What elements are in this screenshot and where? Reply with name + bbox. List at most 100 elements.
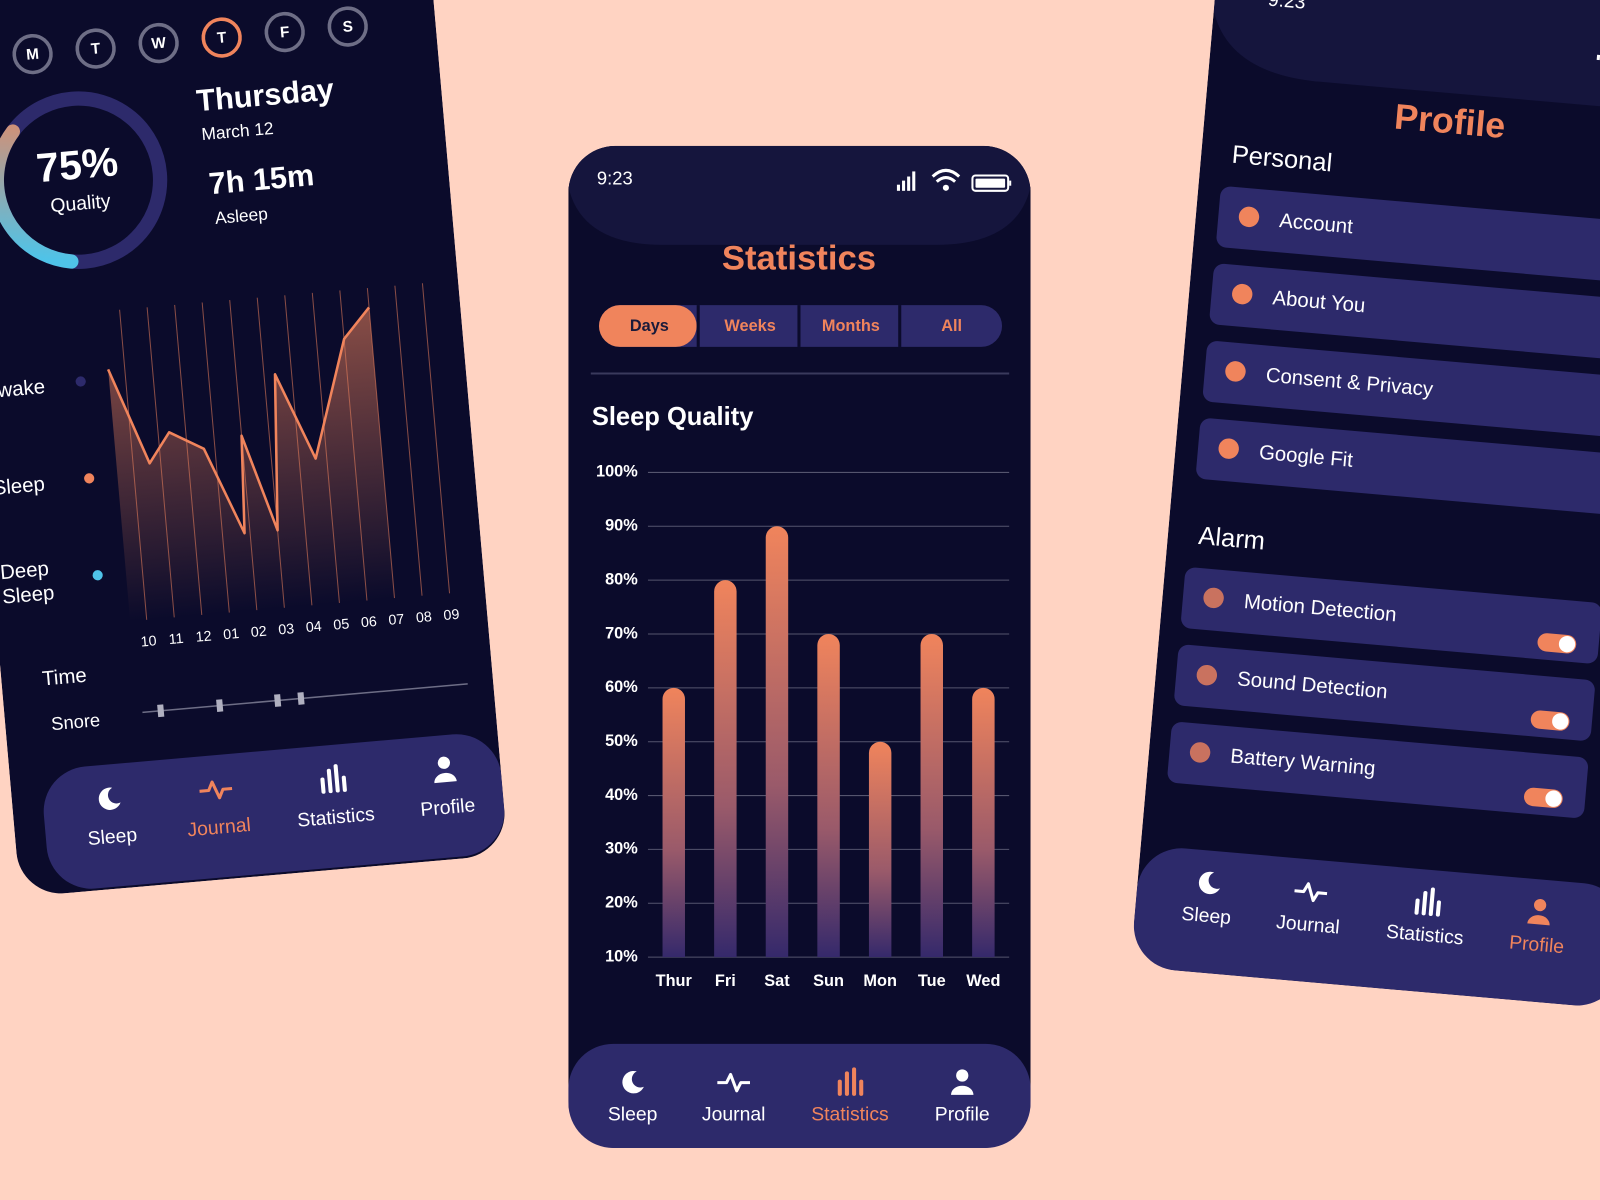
statistics-screen: 9:23 Statistics Days Weeks Months All Sleep Qu… [568, 145, 1031, 1148]
bar [920, 634, 943, 958]
moon-icon [1198, 871, 1220, 895]
legend-dot [75, 376, 86, 387]
weekday-circle[interactable] [12, 33, 53, 75]
person-icon [1527, 915, 1550, 926]
x-tick-label: 09 [443, 607, 460, 624]
weekday-circle[interactable] [327, 6, 368, 47]
quality-ring-track [0, 91, 168, 269]
bars-icon [837, 1079, 842, 1096]
tab-label[interactable]: Weeks [724, 317, 775, 335]
y-tick-label: Awake [0, 375, 46, 404]
phone-body [568, 145, 1031, 1148]
x-tick-label: 01 [223, 626, 240, 643]
settings-row[interactable] [1202, 340, 1600, 444]
nav-label[interactable]: Journal [186, 814, 251, 841]
nav-label[interactable]: Profile [420, 794, 477, 821]
settings-row[interactable] [1216, 186, 1600, 290]
snore-track [142, 683, 468, 714]
person-icon [437, 756, 451, 769]
weekday-label: F [279, 24, 290, 42]
tab-label[interactable]: Months [822, 317, 880, 335]
x-tick-label: Sat [764, 972, 790, 990]
weekday-circle[interactable] [201, 17, 242, 58]
x-tick-label: Sun [813, 972, 844, 990]
stage-label-box: Awake [0, 375, 46, 404]
y-tick-label: 60% [605, 678, 638, 696]
nav-bar [43, 734, 505, 889]
snore-burst [297, 692, 305, 705]
person-icon [1533, 898, 1547, 912]
weekday-circle[interactable] [75, 28, 116, 69]
bars-icon [1421, 890, 1428, 916]
y-tick-label: Deep Sleep [0, 558, 56, 610]
alarm-row [1167, 722, 1589, 818]
screen-title: Profile [1393, 96, 1507, 146]
statistics-phone: 9:23 Statistics Days Weeks Months All Sleep Qu… [568, 145, 1031, 1153]
screen-title: Statistics [722, 239, 876, 277]
nav-label[interactable]: Journal [702, 1103, 766, 1125]
nav-label[interactable]: Sleep [1181, 903, 1232, 929]
row-icon [1203, 587, 1224, 609]
nav-label[interactable]: Journal [1275, 911, 1340, 938]
x-tick-label: Tue [918, 972, 946, 990]
grid-line [421, 283, 451, 594]
x-tick-label: Fri [715, 972, 736, 990]
nav-label[interactable]: Profile [1508, 932, 1565, 959]
snore-burst [274, 694, 282, 707]
nav-bar [568, 1043, 1031, 1148]
bar [662, 687, 685, 958]
pulse-icon [1294, 882, 1328, 903]
moon-icon [98, 787, 121, 810]
tab-label[interactable]: Days [630, 317, 669, 335]
quality-value: 75% [34, 138, 119, 191]
nav-label[interactable]: Statistics [811, 1103, 889, 1125]
y-tick-label: 40% [605, 786, 638, 804]
person-icon [434, 772, 457, 784]
x-tick-label: 02 [250, 624, 267, 641]
tab-label[interactable]: All [941, 317, 962, 335]
weekday-label: T [216, 29, 227, 47]
row-icon [1196, 664, 1218, 686]
pulse-icon [199, 780, 233, 800]
legend-dot [92, 570, 103, 581]
nav-label[interactable]: Sleep [608, 1103, 658, 1125]
settings-row[interactable] [1209, 263, 1600, 367]
alarm-row [1181, 567, 1600, 664]
bars-icon [1435, 900, 1441, 917]
x-tick-label: Wed [966, 972, 1000, 990]
weekday-label: W [151, 34, 167, 52]
toggle-knob [1558, 636, 1576, 653]
row-icon [1189, 742, 1211, 763]
x-tick-label: 04 [305, 619, 322, 636]
settings-row[interactable] [1195, 418, 1600, 522]
pulse-icon [717, 1072, 750, 1093]
bars-icon [1428, 887, 1435, 916]
y-tick-label: 100% [596, 463, 638, 481]
person-icon [956, 1069, 969, 1082]
nav-bar [1133, 848, 1600, 1006]
row-icon [1232, 283, 1253, 305]
weekday-circle[interactable] [138, 22, 179, 64]
toggle-knob [1552, 713, 1569, 730]
weekday-circle[interactable] [264, 11, 305, 53]
nav-label[interactable]: Profile [935, 1103, 990, 1125]
moon-icon [622, 1070, 644, 1094]
snore-burst [216, 699, 224, 712]
grid-line [366, 288, 395, 599]
x-tick-label: Mon [863, 972, 897, 990]
bars-icon [333, 764, 340, 793]
bars-icon [320, 777, 326, 794]
y-tick-label: 80% [605, 570, 638, 588]
snore-label: Snore [50, 709, 101, 734]
weekday-label: S [342, 18, 354, 36]
bars-icon [1414, 898, 1420, 915]
nav-label[interactable]: Sleep [87, 824, 138, 850]
x-tick-label: 10 [140, 633, 157, 650]
x-tick-label: 08 [415, 609, 432, 626]
sleep-line [106, 306, 371, 535]
